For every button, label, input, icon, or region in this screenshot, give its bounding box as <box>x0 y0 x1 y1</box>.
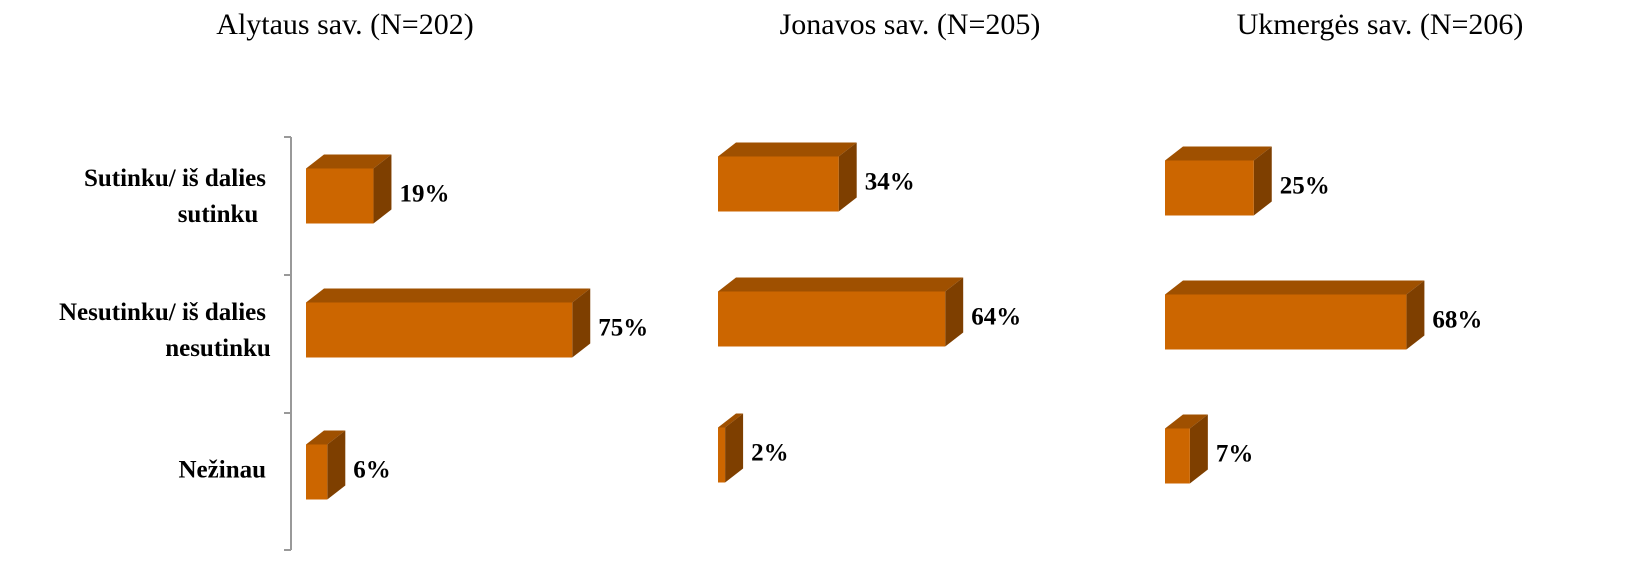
bar-side <box>838 142 857 212</box>
value-label: 64% <box>971 304 1021 331</box>
category-axis <box>284 136 292 551</box>
bar-top <box>306 154 392 169</box>
bar-front <box>718 156 839 212</box>
category-label: Nesutinku/ iš dalies nesutinku <box>59 299 271 362</box>
bar-top <box>306 288 591 303</box>
chart-title: Jonavos sav. (N=205) <box>780 8 1041 41</box>
value-label: 2% <box>751 440 789 467</box>
bar <box>306 430 346 500</box>
bar-front <box>306 444 328 500</box>
bar-side <box>1406 280 1425 350</box>
bar <box>1165 414 1208 484</box>
bar-side <box>373 154 392 224</box>
category-label-line: nesutinku <box>165 335 271 362</box>
value-label: 68% <box>1432 307 1482 334</box>
category-label-line: Sutinku/ iš dalies <box>84 165 266 192</box>
category-label: Sutinku/ iš dalies sutinku <box>84 165 266 228</box>
bar-side <box>725 413 744 483</box>
bar-side <box>572 288 591 358</box>
bar-front <box>306 302 573 358</box>
value-label: 75% <box>598 315 648 342</box>
bar-front <box>1165 294 1407 350</box>
value-label: 6% <box>353 457 391 484</box>
bar <box>718 277 964 347</box>
bar-side <box>945 277 964 347</box>
chart-title: Ukmergės sav. (N=206) <box>1237 8 1524 41</box>
category-label: Nežinau <box>179 457 267 484</box>
bar-front <box>306 168 374 224</box>
value-label: 7% <box>1216 441 1254 468</box>
bar-top <box>1165 146 1272 161</box>
bar-front <box>718 291 946 347</box>
bar-top <box>1165 414 1208 429</box>
bar <box>718 142 857 212</box>
value-label: 25% <box>1280 173 1330 200</box>
category-label-line: sutinku <box>178 201 259 228</box>
bar-top <box>718 277 964 292</box>
bar-side <box>1189 414 1208 484</box>
category-label-line: Nesutinku/ iš dalies <box>59 299 266 326</box>
bar-top <box>718 142 857 157</box>
bar <box>306 154 392 224</box>
value-label: 34% <box>865 169 915 196</box>
bar <box>1165 280 1425 350</box>
bar-top <box>1165 280 1425 295</box>
bar-side <box>327 430 346 500</box>
bar <box>1165 146 1272 216</box>
bar-top <box>718 413 744 428</box>
bar-top <box>306 430 346 445</box>
bar-front <box>1165 160 1254 216</box>
value-label: 19% <box>399 181 449 208</box>
bar <box>306 288 591 358</box>
bar-side <box>1253 146 1272 216</box>
bar <box>718 413 744 483</box>
chart-title: Alytaus sav. (N=202) <box>216 8 473 41</box>
bar-front <box>1165 428 1190 484</box>
bar-front <box>718 427 726 483</box>
